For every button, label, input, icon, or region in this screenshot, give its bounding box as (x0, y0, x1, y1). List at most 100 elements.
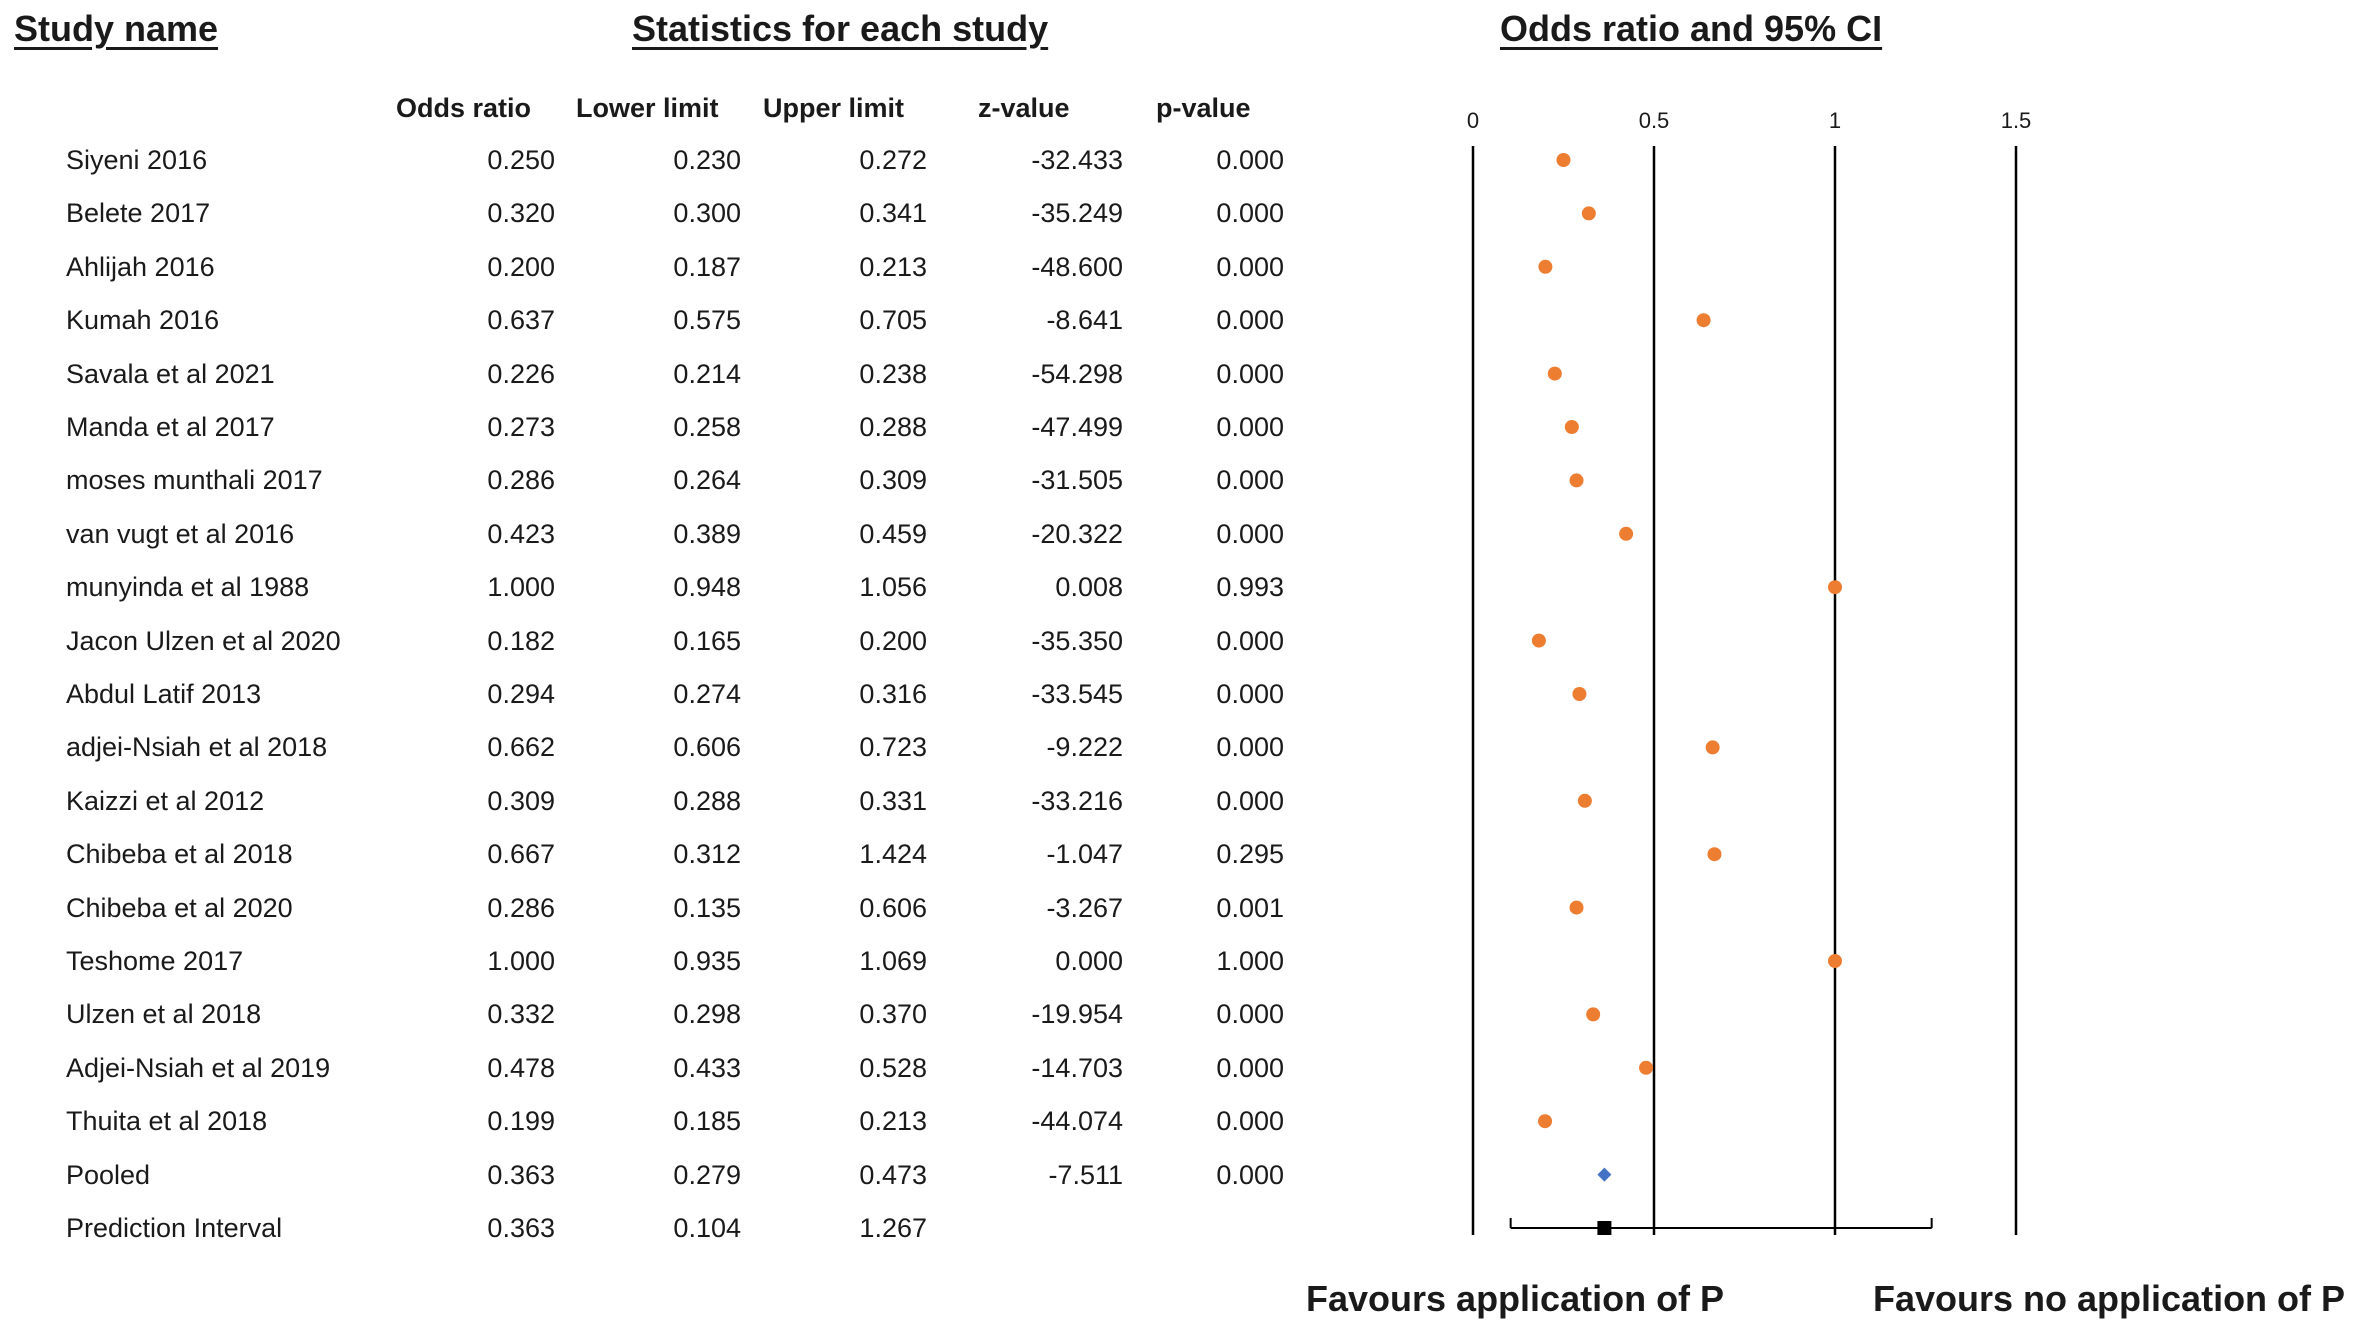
upper-limit-cell: 0.341 (859, 198, 927, 229)
z-value-cell: -14.703 (1031, 1052, 1123, 1083)
lower-limit-cell: 0.389 (673, 518, 741, 549)
odds-ratio-cell: 0.662 (487, 732, 555, 763)
table-row: Ulzen et al 2018 0.332 0.298 0.370 -19.954 0.… (0, 989, 1450, 1039)
lower-limit-cell: 0.279 (673, 1159, 741, 1190)
z-value-cell: -48.600 (1031, 251, 1123, 282)
odds-ratio-cell: 0.294 (487, 679, 555, 709)
p-value-cell: 0.000 (1216, 518, 1284, 549)
p-value-cell: 0.000 (1216, 198, 1284, 229)
prediction-interval-row: Prediction Interval 0.363 0.104 1.267 (0, 1203, 1450, 1253)
odds-ratio-cell: 0.200 (487, 251, 555, 282)
study-name-cell: Kumah 2016 (66, 305, 220, 336)
upper-limit-cell: 0.200 (859, 625, 927, 656)
study-point (1531, 633, 1546, 648)
lower-limit-cell: 0.185 (673, 1106, 741, 1137)
z-value-cell: -33.216 (1031, 785, 1123, 816)
odds-ratio-cell: 0.226 (487, 358, 555, 389)
lower-limit-cell: 0.312 (673, 839, 741, 870)
upper-limit-cell: 0.723 (859, 732, 927, 763)
study-name-cell: Siyeni 2016 (66, 145, 208, 175)
favours-left-label: Favours application of P (1306, 1278, 1725, 1319)
upper-limit-cell: 0.331 (859, 785, 927, 816)
study-name-cell: Teshome 2017 (66, 946, 244, 976)
upper-limit-cell: 0.459 (859, 518, 927, 549)
z-value-cell: -47.499 (1031, 412, 1123, 442)
p-value-cell: 0.000 (1216, 412, 1284, 442)
upper-limit-column-header: Upper limit (763, 93, 905, 123)
study-name-cell: moses munthali 2017 (66, 465, 323, 496)
upper-limit-cell: 1.424 (859, 839, 927, 870)
z-value-column-header: z-value (978, 93, 1070, 123)
study-name-cell: Ahlijah 2016 (66, 251, 215, 282)
table-row: Teshome 2017 1.000 0.935 1.069 0.000 1.000 (0, 936, 1450, 986)
table-row: Chibeba et al 2018 0.667 0.312 1.424 -1.047 0… (0, 829, 1450, 879)
z-value-cell: -8.641 (1046, 305, 1123, 336)
table-row: Kumah 2016 0.637 0.575 0.705 -8.641 0.000 (0, 295, 1450, 345)
study-name-cell: Ulzen et al 2018 (66, 999, 262, 1030)
study-name-cell: van vugt et al 2016 (66, 518, 295, 549)
x-tick-label: 0 (1467, 108, 1479, 133)
p-value-cell: 0.000 (1216, 305, 1284, 336)
x-tick-label: 1.5 (2001, 108, 2032, 133)
odds-ratio-cell: 1.000 (487, 946, 555, 976)
lower-limit-cell: 0.264 (673, 465, 741, 496)
table-row: Savala et al 2021 0.226 0.214 0.238 -54.298 0… (0, 349, 1450, 399)
study-point (1547, 366, 1562, 381)
z-value-cell: -33.545 (1031, 679, 1123, 709)
z-value-cell: -3.267 (1046, 892, 1123, 923)
forest-plot-header: Odds ratio and 95% CI (1500, 8, 1883, 49)
table-row: Jacon Ulzen et al 2020 0.182 0.165 0.200 -35… (0, 616, 1450, 666)
p-value-cell: 0.993 (1216, 572, 1284, 603)
p-value-cell: 0.000 (1216, 732, 1284, 763)
z-value-cell: -1.047 (1046, 839, 1123, 870)
odds-ratio-cell: 0.478 (487, 1052, 555, 1083)
p-value-cell: 0.000 (1216, 785, 1284, 816)
table-row: Chibeba et al 2020 0.286 0.135 0.606 -3.267 0… (0, 883, 1450, 933)
table-row: Manda et al 2017 0.273 0.258 0.288 -47.499 0.… (0, 402, 1450, 452)
upper-limit-cell: 0.213 (859, 1106, 927, 1137)
pooled-row: Pooled 0.363 0.279 0.473 -7.511 0.000 (0, 1150, 1450, 1200)
p-value-cell: 0.000 (1216, 679, 1284, 709)
odds-ratio-cell: 0.332 (487, 999, 555, 1030)
study-name-cell: Adjei-Nsiah et al 2019 (66, 1052, 331, 1083)
upper-limit-cell: 0.288 (859, 412, 927, 442)
study-table: Siyeni 2016 0.250 0.230 0.272 -32.433 0.000 Be… (0, 145, 1450, 1253)
odds-ratio-cell: 0.667 (487, 839, 555, 870)
study-name-cell: Pooled (66, 1159, 151, 1190)
z-value-cell: -54.298 (1031, 358, 1123, 389)
odds-ratio-cell: 0.273 (487, 412, 555, 442)
table-row: Kaizzi et al 2012 0.309 0.288 0.331 -33.216 0… (0, 776, 1450, 826)
z-value-cell: -31.505 (1031, 465, 1123, 496)
odds-ratio-cell: 0.182 (487, 625, 555, 656)
study-point (1569, 473, 1584, 488)
study-point (1538, 259, 1553, 274)
table-row: van vugt et al 2016 0.423 0.389 0.459 -20.32… (0, 509, 1450, 559)
lower-limit-column-header: Lower limit (576, 93, 719, 123)
upper-limit-cell: 0.370 (859, 999, 927, 1030)
odds-ratio-cell: 0.199 (487, 1106, 555, 1137)
table-row: Thuita et al 2018 0.199 0.185 0.213 -44.074 0… (0, 1096, 1450, 1146)
upper-limit-cell: 1.056 (859, 572, 927, 603)
study-point (1828, 954, 1842, 968)
p-value-cell: 0.000 (1216, 1052, 1284, 1083)
odds-ratio-cell: 0.250 (487, 145, 555, 175)
study-name-cell: Abdul Latif 2013 (66, 679, 262, 709)
table-row: adjei-Nsiah et al 2018 0.662 0.606 0.723 -9.… (0, 722, 1450, 772)
p-value-cell: 0.000 (1216, 625, 1284, 656)
odds-ratio-cell: 1.000 (487, 572, 555, 603)
z-value-cell: 0.000 (1055, 946, 1123, 976)
z-value-cell: -44.074 (1031, 1106, 1123, 1137)
z-value-cell: -9.222 (1046, 732, 1123, 763)
z-value-cell: -19.954 (1031, 999, 1123, 1030)
p-value-cell: 0.000 (1216, 1106, 1284, 1137)
z-value-cell: 0.008 (1055, 572, 1123, 603)
study-name-cell: Savala et al 2021 (66, 358, 275, 389)
p-value-cell: 0.000 (1216, 145, 1284, 175)
statistics-header: Statistics for each study (632, 8, 1049, 49)
study-name-header: Study name (14, 8, 219, 49)
p-value-cell: 1.000 (1216, 946, 1284, 976)
study-point (1586, 1007, 1601, 1022)
upper-limit-cell: 1.267 (859, 1213, 927, 1243)
lower-limit-cell: 0.300 (673, 198, 741, 229)
